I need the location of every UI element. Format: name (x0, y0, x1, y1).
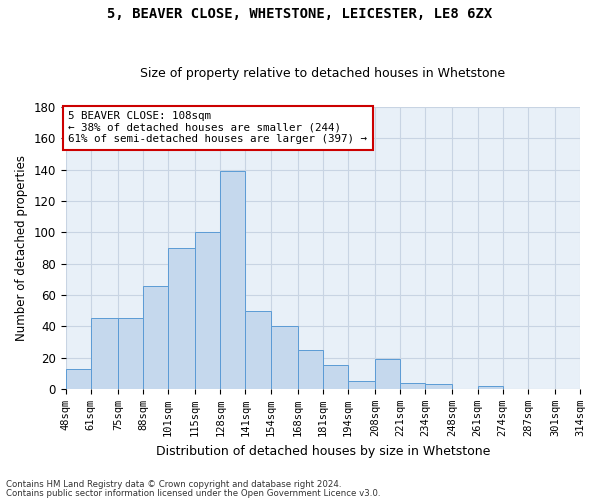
Bar (245, 310, 271, 389)
Bar (425, 384, 452, 389)
Bar (168, 248, 195, 389)
Text: 5, BEAVER CLOSE, WHETSTONE, LEICESTER, LE8 6ZX: 5, BEAVER CLOSE, WHETSTONE, LEICESTER, L… (107, 8, 493, 22)
Bar (400, 382, 425, 389)
Y-axis label: Number of detached properties: Number of detached properties (15, 155, 28, 341)
Text: Contains public sector information licensed under the Open Government Licence v3: Contains public sector information licen… (6, 489, 380, 498)
Bar (118, 318, 143, 389)
Bar (298, 350, 323, 389)
Bar (375, 359, 400, 389)
Bar (195, 232, 220, 389)
Bar (348, 381, 375, 389)
Text: 5 BEAVER CLOSE: 108sqm
← 38% of detached houses are smaller (244)
61% of semi-de: 5 BEAVER CLOSE: 108sqm ← 38% of detached… (68, 112, 367, 144)
Bar (65, 368, 91, 389)
Title: Size of property relative to detached houses in Whetstone: Size of property relative to detached ho… (140, 66, 505, 80)
Text: Contains HM Land Registry data © Crown copyright and database right 2024.: Contains HM Land Registry data © Crown c… (6, 480, 341, 489)
Bar (323, 366, 348, 389)
Bar (271, 326, 298, 389)
Bar (220, 172, 245, 389)
Bar (478, 386, 503, 389)
X-axis label: Distribution of detached houses by size in Whetstone: Distribution of detached houses by size … (155, 444, 490, 458)
Bar (91, 318, 118, 389)
Bar (143, 286, 168, 389)
